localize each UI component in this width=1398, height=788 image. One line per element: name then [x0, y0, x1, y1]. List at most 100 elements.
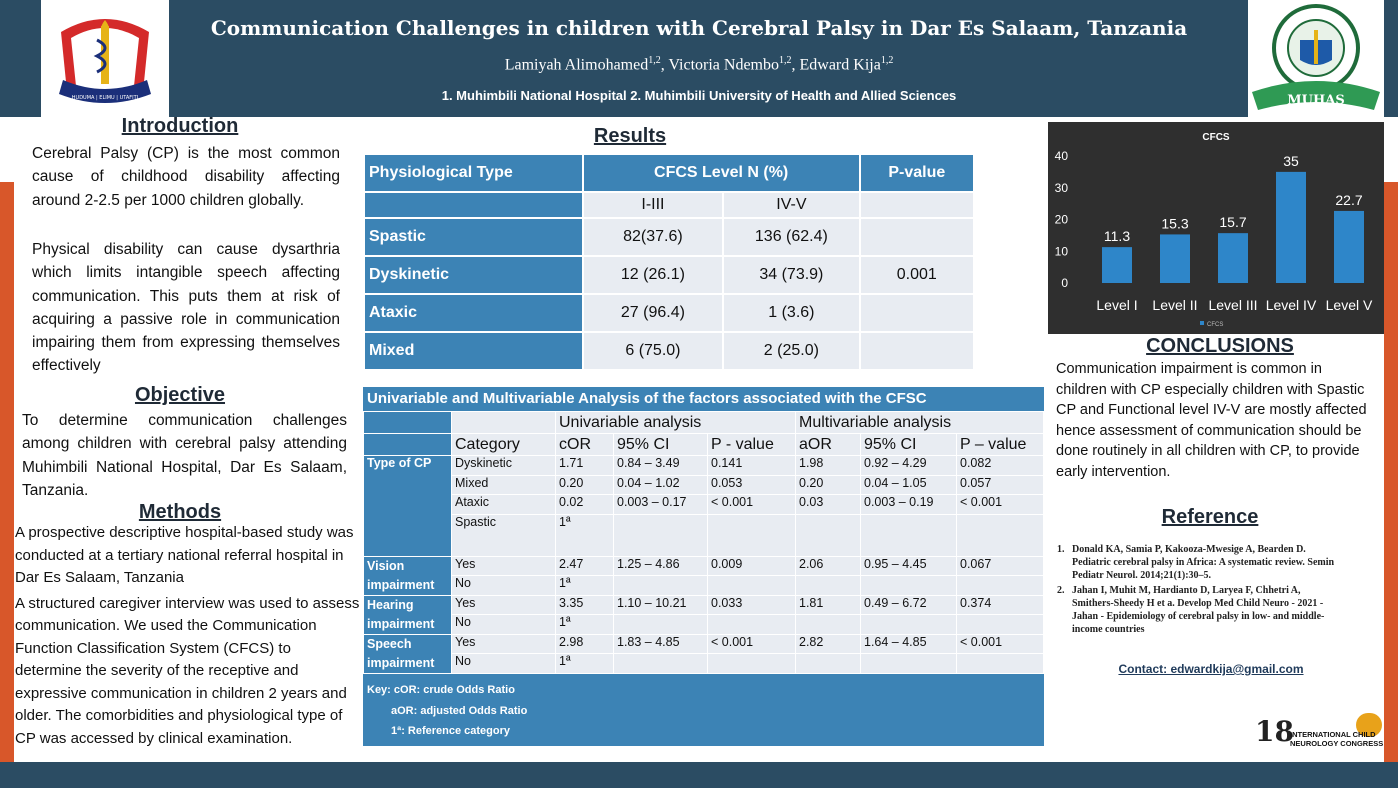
cell-value: Yes: [451, 555, 556, 576]
cell-value: [795, 513, 861, 557]
methods-heading: Methods: [138, 501, 222, 523]
logo-left-banner: HUDUMA | ELIMU | UTAFITI: [72, 95, 138, 101]
objective-text: To determine communication challenges am…: [22, 412, 347, 499]
cell-value: [860, 614, 957, 635]
y-tick-label: 0: [1061, 276, 1068, 290]
cell-value: 0.082: [956, 455, 1044, 476]
conference-name: INTERNATIONAL CHILD NEUROLOGY CONGRESS: [1290, 730, 1384, 748]
cfcs-bar-chart: CFCS 0 10 20 30 40 11.3 Level I 15.3 Level II 15.7…: [1055, 132, 1373, 328]
column-header: aOR: [795, 433, 861, 456]
results-header-row: Physiological Type CFCS Level N (%) P-va…: [363, 153, 976, 193]
introduction-paragraph-1: Cerebral Palsy (CP) is the most common c…: [32, 145, 340, 209]
y-tick-label: 40: [1055, 149, 1069, 163]
group-label: Type of CP: [363, 455, 452, 557]
column-header: P - value: [707, 433, 796, 456]
cell-value: [956, 513, 1044, 557]
cell-value: [613, 575, 708, 596]
analysis-title: Univariable and Multivariable Analysis o…: [367, 390, 927, 407]
introduction-heading: Introduction: [121, 115, 239, 137]
cell-value: 2.47: [555, 555, 614, 576]
cell-value: 2.82: [795, 633, 861, 654]
results-heading: Results: [593, 125, 667, 147]
ref-number: 2.: [1057, 585, 1065, 596]
cell-value: 0.02: [555, 494, 614, 515]
poster-title: Communication Challenges in children wit…: [210, 16, 1188, 40]
cfcs-chart-panel: CFCS 0 10 20 30 40 11.3 Level I 15.3 Level II 15.7…: [1048, 122, 1384, 334]
cell-value: Ataxic: [451, 494, 556, 515]
table-row: Dyskinetic 12 (26.1) 34 (73.9) 0.001: [363, 255, 976, 295]
cell-value: 0.20: [555, 474, 614, 495]
cell-value: 1.83 – 4.85: [613, 633, 708, 654]
conference-logo: 18 INTERNATIONAL CHILD NEUROLOGY CONGRES…: [1254, 713, 1384, 759]
cell-value: 0.033: [707, 594, 796, 615]
footer-bar: [0, 762, 1398, 788]
cell-value: 1ª: [555, 614, 614, 635]
row-label: Mixed: [363, 331, 584, 371]
results-subheader-4-5: IV-V: [722, 191, 861, 219]
cell-value: 0.03: [795, 494, 861, 515]
results-subheader-blank: [363, 191, 584, 219]
table-row: Spastic 82(37.6) 136 (62.4): [363, 217, 976, 257]
legend-swatch: [1200, 321, 1204, 325]
cell-value: 0.04 – 1.02: [613, 474, 708, 495]
cell-value: 0.001: [858, 255, 976, 295]
cell-value: [860, 653, 957, 674]
cell-value: 1.64 – 4.85: [860, 633, 957, 654]
ref-number: 1.: [1057, 544, 1065, 555]
cell-value: 82(37.6): [581, 217, 725, 257]
analysis-table: Univariable analysis Multivariable analy…: [363, 411, 1044, 674]
table-row: Mixed 0.20 0.04 – 1.02 0.053 0.20 0.04 –…: [364, 474, 1044, 495]
x-tick-label: Level I: [1096, 297, 1137, 313]
affiliations: 1. Muhimbili National Hospital 2. Muhimb…: [441, 88, 957, 103]
cell-value: [707, 653, 796, 674]
chart-bar: [1102, 247, 1132, 283]
x-tick-label: Level III: [1208, 297, 1257, 313]
cell-value: No: [451, 653, 556, 674]
key-line: Key: cOR: crude Odds Ratio: [367, 684, 515, 696]
cell-value: < 0.001: [707, 494, 796, 515]
cell-value: 0.04 – 1.05: [860, 474, 957, 495]
contact-link[interactable]: Contact: edwardkija@gmail.com: [1118, 662, 1304, 676]
reference-item: Donald KA, Samia P, Kakooza-Mwesige A, B…: [1072, 544, 1335, 581]
cell-value: < 0.001: [956, 633, 1044, 654]
table-row: No 1ª: [364, 575, 1044, 596]
x-tick-label: Level II: [1152, 297, 1197, 313]
conference-number: 18: [1255, 715, 1294, 748]
africa-icon: [1356, 713, 1382, 737]
cell-value: [860, 575, 957, 596]
cell-value: [707, 575, 796, 596]
multivariable-group-header: Multivariable analysis: [795, 411, 1044, 434]
cell-value: < 0.001: [956, 494, 1044, 515]
cell-value: [956, 614, 1044, 635]
column-header: P – value: [956, 433, 1044, 456]
conclusions-text: Communication impairment is common in ch…: [1056, 361, 1367, 480]
cell-value: [707, 513, 796, 557]
methods-paragraph-2: A structured caregiver interview was use…: [15, 594, 360, 747]
muhimbili-hospital-logo: HUDUMA | ELIMU | UTAFITI: [41, 0, 169, 117]
methods-paragraph-1: A prospective descriptive hospital-based…: [15, 524, 354, 586]
cell-value: [858, 331, 976, 371]
cell-value: Dyskinetic: [451, 455, 556, 476]
cell-value: 0.20: [795, 474, 861, 495]
x-tick-label: Level IV: [1266, 297, 1317, 313]
cell-value: < 0.001: [707, 633, 796, 654]
cell-value: No: [451, 614, 556, 635]
left-accent-strip: [0, 182, 14, 762]
y-tick-label: 20: [1055, 213, 1069, 227]
results-subheader-1-3: I-III: [581, 191, 725, 219]
cell-value: Yes: [451, 633, 556, 654]
author-list: Lamiyah Alimohamed1,2, Victoria Ndembo1,…: [504, 55, 894, 74]
objective-heading: Objective: [134, 384, 226, 406]
table-row: Type of CP Dyskinetic 1.71 0.84 – 3.49 0…: [363, 455, 1044, 557]
legend-label: CFCS: [1207, 322, 1223, 328]
cell-value: [613, 614, 708, 635]
cell-value: Yes: [451, 594, 556, 615]
x-tick-label: Level V: [1326, 297, 1373, 313]
y-tick-label: 30: [1055, 181, 1069, 195]
logo-right-text: MUHAS: [1287, 93, 1344, 108]
chart-bar: [1160, 234, 1190, 283]
cell-value: Mixed: [451, 474, 556, 495]
cell-value: [795, 614, 861, 635]
table-row: Ataxic 27 (96.4) 1 (3.6): [363, 293, 976, 333]
analysis-group-row: Univariable analysis Multivariable analy…: [363, 411, 1044, 434]
